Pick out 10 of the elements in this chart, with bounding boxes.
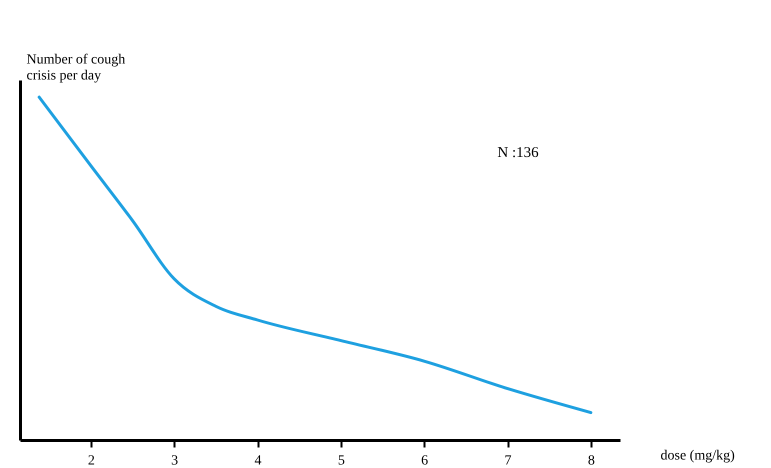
y-axis-title: Number of cough crisis per day	[26, 52, 126, 84]
x-axis-title: dose (mg/kg)	[660, 448, 736, 464]
x-tick-label: 2	[88, 454, 95, 468]
x-tick-label: 6	[421, 454, 428, 468]
x-tick-label: 3	[171, 454, 178, 468]
x-tick-label: 7	[504, 454, 512, 468]
x-tick-label: 4	[254, 454, 262, 468]
x-tick-label: 5	[338, 454, 345, 468]
x-tick-label: 8	[588, 454, 595, 468]
annotation: N :136	[497, 145, 540, 161]
